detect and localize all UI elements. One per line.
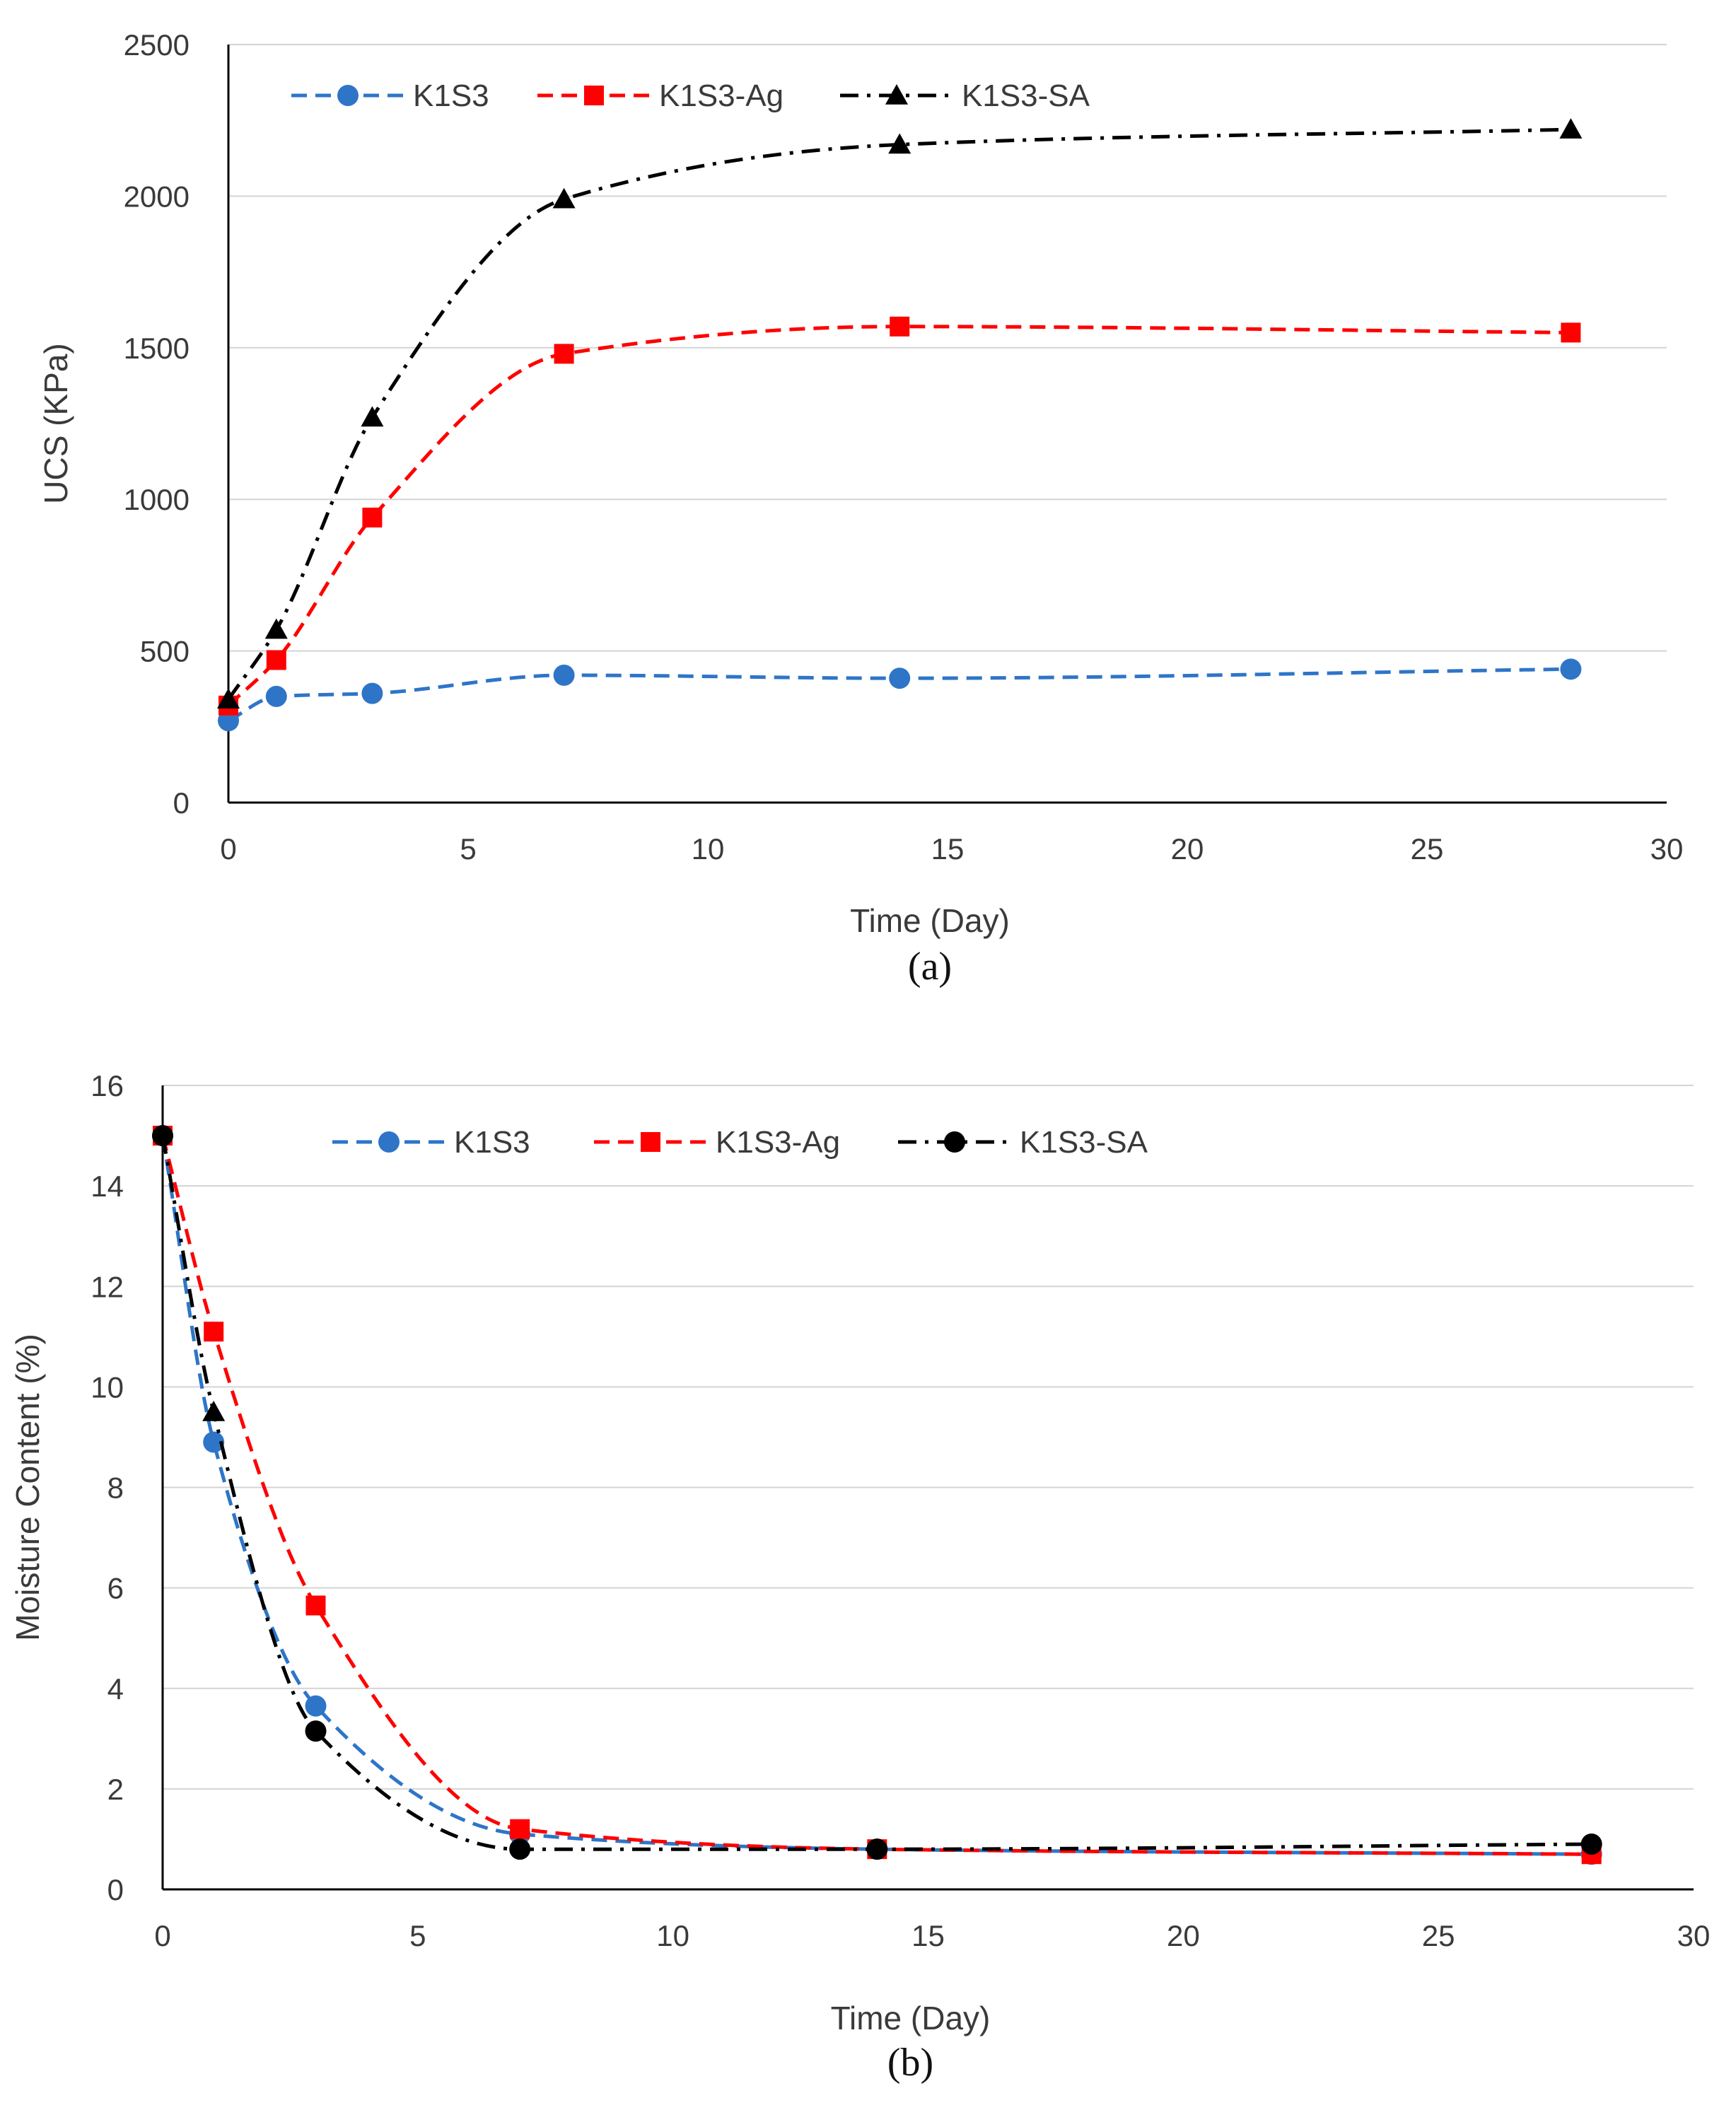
series-line <box>161 1135 1592 1856</box>
data-point <box>1559 118 1583 139</box>
x-tick-label: 0 <box>154 1919 170 1952</box>
data-point <box>203 1431 225 1453</box>
data-point <box>362 507 383 528</box>
data-point <box>217 688 240 709</box>
legend-marker <box>885 84 908 105</box>
x-axis-label: Time (Day) <box>850 902 1010 939</box>
legend-label: K1S3-SA <box>1020 1125 1148 1160</box>
legend-entry: K1S3 <box>291 78 489 113</box>
data-point <box>866 1838 888 1860</box>
data-point <box>553 664 575 686</box>
data-point <box>264 618 288 639</box>
x-tick-label: 10 <box>656 1919 689 1952</box>
x-tick-label: 30 <box>1650 832 1684 865</box>
data-point <box>204 1322 224 1342</box>
data-point <box>890 316 910 337</box>
legend-marker <box>944 1131 965 1153</box>
x-tick-label: 20 <box>1167 1919 1200 1952</box>
data-point <box>361 682 383 704</box>
series-k1s3-sa <box>217 118 1583 709</box>
y-tick-label: 16 <box>91 1069 124 1102</box>
legend-label: K1S3-SA <box>962 78 1090 113</box>
series-line <box>227 325 1571 707</box>
y-tick-label: 0 <box>107 1873 124 1906</box>
y-axis-label: UCS (KPa) <box>37 343 74 503</box>
data-point <box>1580 1834 1602 1855</box>
data-point <box>202 1400 226 1421</box>
series-k1s3-ag <box>219 316 1581 716</box>
series-k1s3 <box>152 1125 1602 1865</box>
legend-entry: K1S3 <box>332 1125 530 1160</box>
data-point <box>510 1819 530 1839</box>
data-point <box>888 133 911 154</box>
y-tick-label: 10 <box>91 1370 124 1404</box>
legend-label: K1S3-Ag <box>659 78 783 113</box>
legend-entry: K1S3-Ag <box>537 78 783 113</box>
y-tick-label: 0 <box>173 786 190 820</box>
data-point <box>305 1595 326 1616</box>
series-k1s3 <box>218 658 1582 732</box>
y-tick-label: 8 <box>107 1471 124 1505</box>
data-point <box>554 344 574 364</box>
data-point <box>305 1720 327 1742</box>
legend-marker <box>584 86 604 105</box>
data-point <box>1561 322 1581 343</box>
y-tick-label: 500 <box>140 635 190 668</box>
x-tick-label: 25 <box>1411 832 1444 865</box>
legend-entry: K1S3-SA <box>840 78 1090 113</box>
data-point <box>266 650 286 670</box>
legend-label: K1S3 <box>413 78 489 113</box>
data-point <box>361 406 384 427</box>
series-k1s3-ag <box>153 1126 1602 1865</box>
chart-panel-b: 0 2 4 6 8 10 12 14 16 0 5 10 15 20 25 30 Time (Day) Moist… <box>9 1069 1710 2085</box>
data-point <box>1560 658 1582 680</box>
x-tick-label: 30 <box>1677 1919 1711 1952</box>
data-point <box>152 1125 173 1147</box>
chart-panel-a: 0 500 1000 1500 2000 2500 0 5 10 15 20 25 30 Time (Da… <box>37 28 1683 989</box>
y-tick-label: 1500 <box>124 332 190 365</box>
y-tick-label: 12 <box>91 1270 124 1303</box>
x-tick-label: 0 <box>220 832 236 865</box>
x-axis-label: Time (Day) <box>831 2000 991 2036</box>
data-point <box>509 1838 531 1860</box>
panel-caption: (b) <box>887 2041 933 2085</box>
y-tick-label: 6 <box>107 1572 124 1605</box>
y-tick-label: 2500 <box>124 28 190 62</box>
y-tick-label: 1000 <box>124 483 190 516</box>
legend-marker <box>378 1131 400 1153</box>
series-line <box>161 1135 1592 1856</box>
y-tick-label: 2 <box>107 1773 124 1806</box>
x-tick-label: 15 <box>911 1919 945 1952</box>
x-tick-label: 20 <box>1171 832 1204 865</box>
x-tick-label: 5 <box>409 1919 426 1952</box>
y-tick-label: 4 <box>107 1672 124 1706</box>
legend-label: K1S3 <box>454 1125 530 1160</box>
legend-entry: K1S3-SA <box>898 1125 1148 1160</box>
data-point <box>889 668 911 689</box>
legend-label: K1S3-Ag <box>716 1125 840 1160</box>
series-line <box>226 127 1571 701</box>
x-tick-label: 25 <box>1422 1919 1455 1952</box>
data-point <box>552 187 576 209</box>
legend-marker <box>337 85 359 106</box>
y-tick-label: 14 <box>91 1170 124 1203</box>
data-point <box>265 685 287 707</box>
x-tick-label: 10 <box>692 832 725 865</box>
series-line <box>161 1135 1592 1851</box>
data-point <box>305 1695 327 1717</box>
legend-entry: K1S3-Ag <box>594 1125 840 1160</box>
panel-caption: (a) <box>908 945 952 989</box>
y-tick-label: 2000 <box>124 180 190 213</box>
x-tick-label: 5 <box>460 832 476 865</box>
series-k1s3-sa <box>152 1125 1602 1860</box>
y-axis-label: Moisture Content (%) <box>9 1334 46 1641</box>
legend-marker <box>641 1132 660 1152</box>
x-tick-label: 15 <box>931 832 965 865</box>
